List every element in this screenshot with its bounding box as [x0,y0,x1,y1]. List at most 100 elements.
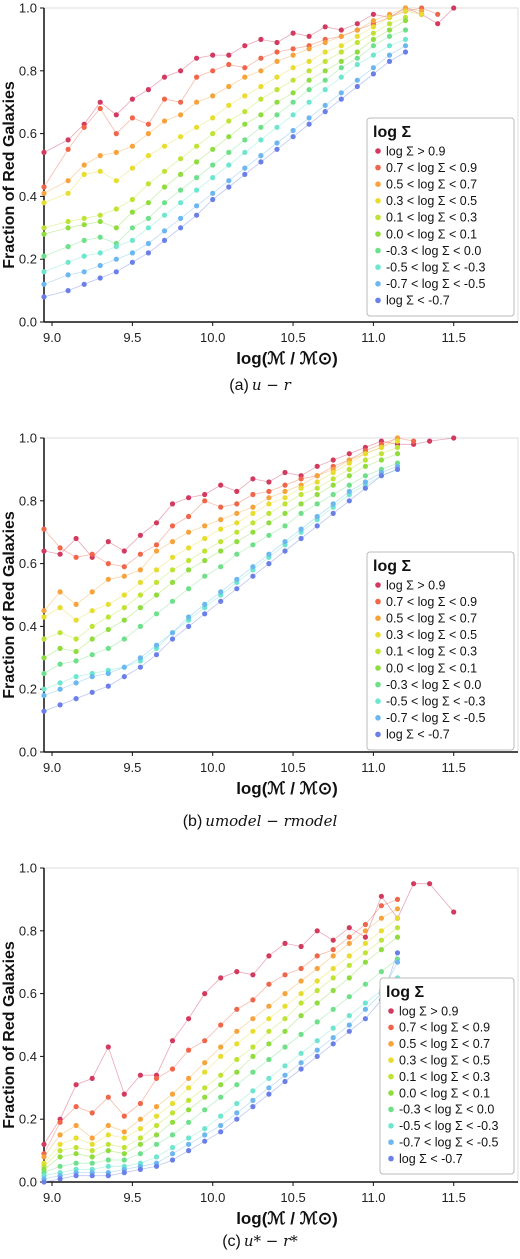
data-point [81,222,87,228]
x-tick-label: 9.5 [123,1190,141,1205]
x-tick-label: 11.5 [442,1190,466,1205]
data-point [57,1141,63,1147]
data-point [210,175,216,181]
data-point [266,953,272,959]
data-point [137,655,143,661]
data-point [57,1148,63,1154]
data-point [354,21,360,27]
data-point [178,225,184,231]
data-point [202,601,208,608]
data-point [250,1088,256,1094]
x-tick-label: 10.0 [200,1190,225,1205]
data-point [65,225,71,231]
legend-marker [375,715,381,721]
data-point [89,689,95,695]
data-point [282,940,288,947]
legend-label: -0.5 < log Σ < -0.3 [399,1119,498,1133]
data-point [89,1110,95,1116]
data-point [258,68,264,74]
data-point [121,548,127,554]
data-point [41,692,47,699]
data-point [137,579,143,586]
y-tick-label: 1.0 [19,431,37,446]
legend-marker [375,231,381,237]
data-point [370,24,376,30]
legend-marker [375,181,381,187]
data-point [242,149,248,155]
data-point [57,589,63,595]
data-point [338,49,344,55]
data-point [234,1028,240,1034]
x-tick-label: 11.0 [361,1190,385,1205]
data-point [322,102,328,108]
data-point [194,55,200,61]
data-point [314,978,320,984]
data-point [169,1144,176,1151]
data-point [137,664,143,670]
data-point [65,146,71,152]
legend-marker [375,681,381,688]
legend-label: log Σ < -0.7 [386,294,450,308]
data-point [282,510,288,516]
data-point [290,46,296,52]
legend-label: 0.7 < log Σ < 0.9 [386,161,477,175]
y-tick-label: 0.2 [19,682,37,697]
data-point [129,250,135,256]
data-point [169,1038,176,1044]
data-point [250,1097,256,1103]
series-line [43,45,406,285]
data-point [378,969,384,975]
data-point [194,143,200,149]
x-tick-label: 9.5 [123,760,141,775]
data-point [186,1075,192,1081]
data-point [178,156,184,162]
data-point [314,491,320,498]
y-tick-label: 0.0 [19,745,37,760]
data-point [274,49,280,55]
data-point [178,187,184,193]
data-point [41,184,47,190]
data-point [41,526,47,532]
data-point [73,1144,79,1151]
data-point [169,630,176,636]
data-point [169,579,176,586]
data-point [314,501,320,507]
data-point [234,969,240,975]
legend-marker [375,665,381,671]
data-point [234,1100,240,1107]
data-point [322,58,328,64]
legend-marker [375,281,381,287]
data-point [306,33,312,39]
legend-marker [388,1041,394,1047]
data-point [202,991,208,997]
data-point [250,1028,256,1034]
data-point [362,1006,368,1012]
data-point [153,1163,160,1169]
data-point [153,548,160,554]
data-point [362,479,368,485]
caption-math: u* − r* [244,1232,298,1250]
data-point [362,940,368,947]
data-point [250,1053,256,1059]
data-point [218,1022,224,1028]
legend-label: log Σ < -0.7 [399,1152,463,1166]
y-tick-label: 1.0 [19,861,37,876]
data-point [105,1044,111,1050]
data-point [218,975,224,981]
data-point [226,134,232,140]
series-line [43,10,422,204]
data-point [314,1047,320,1053]
data-point [161,184,168,190]
data-point [354,39,360,46]
x-tick-label: 9.5 [123,330,141,345]
data-point [330,491,336,498]
caption-prefix: (b) [183,813,203,830]
caption-prefix: (a) [229,377,249,394]
data-point [386,14,393,20]
data-point [234,1056,240,1063]
data-point [266,479,272,485]
data-point [250,520,256,526]
data-point [129,259,135,265]
legend-label: 0.0 < log Σ < 0.1 [399,1086,490,1100]
